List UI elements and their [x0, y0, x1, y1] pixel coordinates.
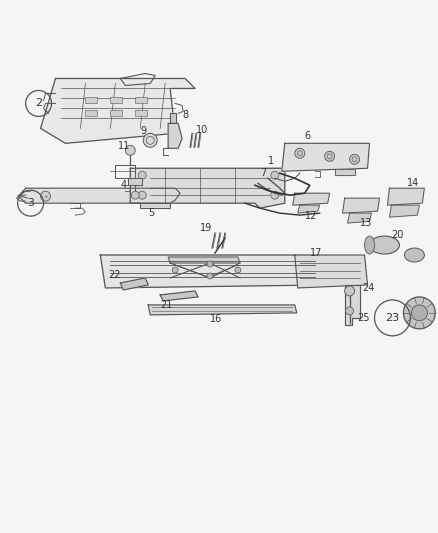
Text: 8: 8 — [182, 110, 188, 120]
Bar — [85, 98, 97, 103]
Circle shape — [143, 133, 157, 147]
Text: 1: 1 — [268, 156, 274, 166]
Text: 24: 24 — [363, 283, 375, 293]
Text: 22: 22 — [108, 270, 121, 280]
Text: 12: 12 — [305, 211, 317, 221]
Circle shape — [403, 297, 435, 329]
Text: 2: 2 — [35, 99, 42, 108]
Polygon shape — [168, 257, 240, 263]
Ellipse shape — [370, 236, 399, 254]
Circle shape — [138, 191, 146, 199]
Polygon shape — [41, 78, 195, 143]
Text: 16: 16 — [210, 314, 222, 324]
Circle shape — [271, 191, 279, 199]
Text: 7: 7 — [260, 168, 266, 178]
Text: 21: 21 — [160, 300, 173, 310]
Circle shape — [138, 171, 146, 179]
Polygon shape — [170, 114, 176, 123]
Circle shape — [345, 286, 355, 296]
Bar — [85, 110, 97, 116]
Polygon shape — [348, 213, 371, 223]
Circle shape — [346, 307, 353, 315]
Polygon shape — [298, 205, 320, 213]
Polygon shape — [295, 255, 367, 288]
Polygon shape — [148, 305, 297, 315]
Ellipse shape — [404, 248, 424, 262]
Circle shape — [125, 146, 135, 155]
Polygon shape — [130, 168, 285, 208]
Text: 14: 14 — [407, 178, 420, 188]
Circle shape — [295, 148, 305, 158]
Polygon shape — [293, 193, 330, 205]
Text: 23: 23 — [385, 313, 399, 323]
Text: 20: 20 — [392, 230, 404, 240]
Circle shape — [41, 191, 50, 201]
Polygon shape — [343, 198, 379, 213]
Circle shape — [131, 191, 139, 199]
Circle shape — [350, 154, 360, 164]
Polygon shape — [19, 188, 180, 203]
Text: 10: 10 — [196, 125, 208, 135]
Polygon shape — [100, 255, 325, 288]
Bar — [135, 98, 147, 103]
Polygon shape — [140, 203, 170, 208]
Bar — [110, 98, 122, 103]
Circle shape — [235, 267, 241, 273]
Circle shape — [271, 171, 279, 179]
Circle shape — [411, 305, 427, 321]
Circle shape — [325, 151, 335, 161]
Polygon shape — [160, 291, 198, 301]
Polygon shape — [282, 143, 370, 171]
Circle shape — [207, 261, 213, 267]
Bar — [110, 110, 122, 116]
Text: 9: 9 — [140, 126, 146, 136]
Text: 19: 19 — [200, 223, 212, 233]
Text: 13: 13 — [360, 218, 372, 228]
Polygon shape — [388, 188, 424, 205]
Text: 4: 4 — [120, 180, 127, 190]
Polygon shape — [345, 285, 360, 325]
Circle shape — [172, 267, 178, 273]
Polygon shape — [168, 123, 182, 148]
Bar — [135, 110, 147, 116]
Ellipse shape — [364, 236, 374, 254]
Circle shape — [207, 273, 213, 279]
Polygon shape — [335, 169, 355, 175]
Text: 17: 17 — [310, 248, 322, 258]
Text: 3: 3 — [27, 198, 34, 208]
Text: 25: 25 — [357, 313, 370, 323]
Polygon shape — [120, 278, 148, 290]
Polygon shape — [128, 178, 142, 185]
Text: 6: 6 — [305, 131, 311, 141]
Text: 11: 11 — [118, 141, 131, 151]
Text: 5: 5 — [148, 208, 155, 218]
Polygon shape — [389, 205, 419, 217]
